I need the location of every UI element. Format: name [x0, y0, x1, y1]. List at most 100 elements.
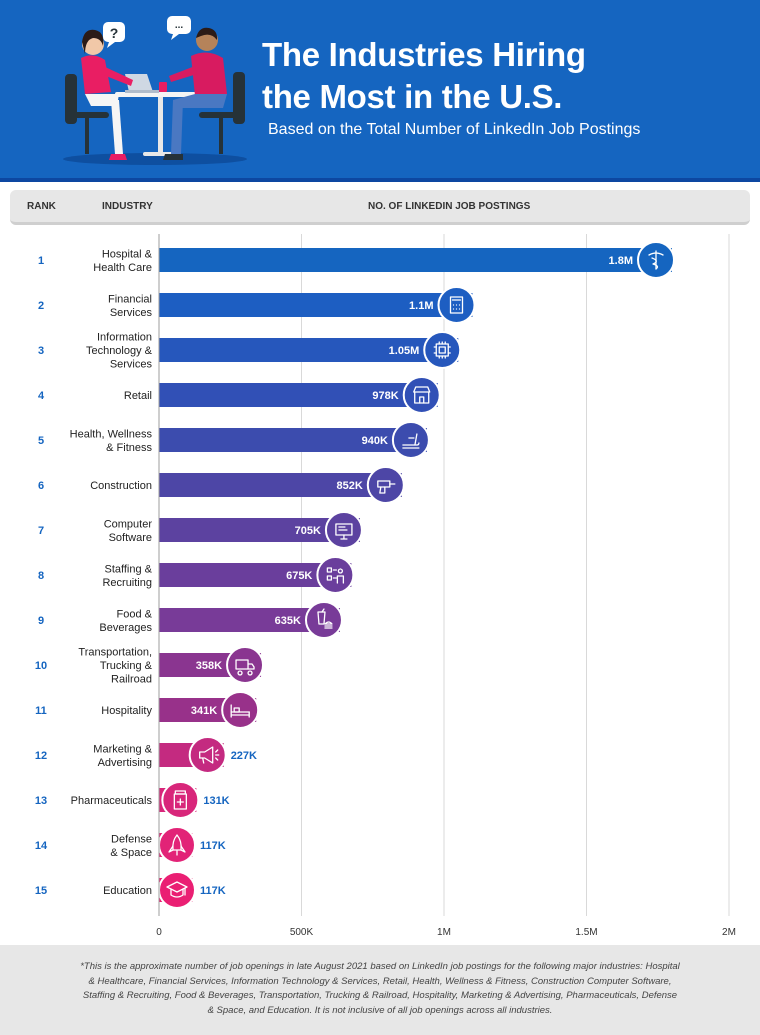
icon-badge [366, 466, 405, 504]
microchip-icon-stroke [438, 346, 446, 354]
rank-label: 12 [35, 750, 47, 762]
value-label: 635K [275, 615, 301, 627]
value-label: 978K [372, 390, 398, 402]
checklist-person-icon-stroke [337, 568, 344, 574]
industry-label-line: Hospital & [102, 248, 153, 260]
job-interview-illustration: ? ... [63, 16, 247, 165]
drill-icon-stroke [379, 486, 386, 494]
value-label: 852K [337, 480, 363, 492]
industry-label-line: Defense [111, 833, 152, 845]
industry-label: Pharmaceuticals [71, 795, 153, 807]
rocket-icon-stroke [168, 845, 186, 853]
x-tick-label: 2M [722, 927, 736, 938]
value-label: 705K [295, 525, 321, 537]
treadmill-icon [402, 433, 420, 449]
bar [159, 428, 427, 452]
industry-label-line: Health, Wellness [70, 428, 153, 440]
megaphone-icon [199, 746, 220, 764]
industry-label-line: Pharmaceuticals [71, 795, 153, 807]
industry-label-line: Construction [90, 480, 152, 492]
icon-badge [158, 826, 196, 864]
industry-label-line: Railroad [111, 674, 152, 686]
pill-bottle-icon [173, 790, 187, 810]
industry-label-line: Recruiting [102, 577, 152, 589]
treadmill-icon-stroke [414, 433, 418, 446]
bed-icon [230, 704, 250, 718]
monitor-icon-stroke [340, 534, 348, 540]
rank-label: 10 [35, 660, 47, 672]
megaphone-icon-stroke [215, 749, 220, 761]
pill-bottle-icon-stroke [176, 798, 184, 806]
industry-label-line: Staffing & [105, 563, 153, 575]
industry-label: Computer Software [104, 518, 153, 544]
industry-label: Staffing & Recruiting [102, 563, 152, 589]
storefront-icon-stroke [413, 386, 431, 393]
drill-icon-stroke [377, 480, 391, 488]
value-label: 1.05M [389, 345, 420, 357]
microchip-icon-stroke [435, 343, 449, 357]
column-header-bar: RANK INDUSTRY NO. OF LINKEDIN JOB POSTIN… [10, 190, 750, 225]
industry-label: Hospitality [101, 705, 152, 717]
value-label: 117K [200, 885, 226, 897]
industry-label-line: Financial [108, 293, 152, 305]
rocket-icon-stroke [172, 834, 182, 851]
industry-label-line: Marketing & [93, 743, 152, 755]
calculator-icon-stroke [449, 296, 464, 314]
rank-label: 7 [38, 525, 44, 537]
icon-badge [391, 421, 430, 459]
bar [159, 473, 402, 497]
bar [159, 293, 473, 317]
page-title: The Industries Hiring the Most in the U.… [262, 34, 742, 118]
graduation-cap-icon-stroke [166, 881, 188, 893]
industry-label: Information Technology & Services [86, 332, 153, 371]
microchip-icon-stroke [433, 341, 451, 359]
industry-label-line: & Space [110, 847, 152, 859]
icon-badge [423, 331, 462, 369]
postings-column-header: NO. OF LINKEDIN JOB POSTINGS [368, 201, 531, 212]
caduceus-icon-stroke [648, 252, 664, 256]
industry-label: Health, Wellness & Fitness [70, 428, 153, 454]
value-label: 358K [196, 660, 222, 672]
icon-badge [158, 871, 196, 909]
question-bubble-text: ? [110, 25, 119, 41]
graduation-cap-icon [166, 881, 188, 898]
rank-label: 15 [35, 885, 47, 897]
industry-label: Food & Beverages [99, 608, 152, 634]
x-tick-label: 1.5M [575, 927, 597, 938]
industry-label-line: Transportation, [78, 647, 152, 659]
checklist-person-icon-stroke [336, 575, 345, 584]
value-label: 117K [200, 840, 226, 852]
rocket-icon [168, 834, 186, 856]
calculator-icon [449, 296, 464, 314]
caduceus-icon [648, 250, 664, 270]
truck-icon-stroke [237, 670, 253, 676]
drink-burger-icon [317, 608, 333, 629]
footnote-box: *This is the approximate number of job o… [0, 945, 760, 1035]
monitor-icon [335, 523, 353, 540]
industry-label: Financial Services [108, 293, 153, 319]
industry-label-line: Technology & [86, 345, 153, 357]
bar [159, 338, 459, 362]
bar-chart: 0 500K 1M 1.5M 2M 1 Hospital & Health Care 1.8M 2… [35, 234, 736, 938]
value-label: 940K [362, 435, 388, 447]
icon-badge [226, 646, 265, 684]
title-line-2: the Most in the U.S. [262, 78, 563, 115]
rank-label: 4 [38, 390, 45, 402]
industry-label-line: Software [109, 532, 152, 544]
industry-label-line: Information [97, 332, 152, 344]
industry-label: Hospital & Health Care [93, 248, 152, 274]
icon-badge [316, 556, 355, 594]
calculator-icon-stroke [452, 304, 461, 310]
industry-label: Education [103, 885, 152, 897]
bar [159, 383, 438, 407]
monitor-icon-stroke [335, 523, 353, 536]
truck-icon [235, 659, 255, 676]
industry-column-header: INDUSTRY [102, 201, 153, 212]
rank-label: 9 [38, 615, 44, 627]
industry-label-line: Services [110, 359, 153, 371]
x-tick-label: 500K [290, 927, 314, 938]
storefront-icon [413, 386, 431, 404]
storefront-icon-stroke [414, 391, 430, 404]
footnote-text: *This is the approximate number of job o… [80, 961, 680, 1016]
rank-label: 3 [38, 345, 44, 357]
